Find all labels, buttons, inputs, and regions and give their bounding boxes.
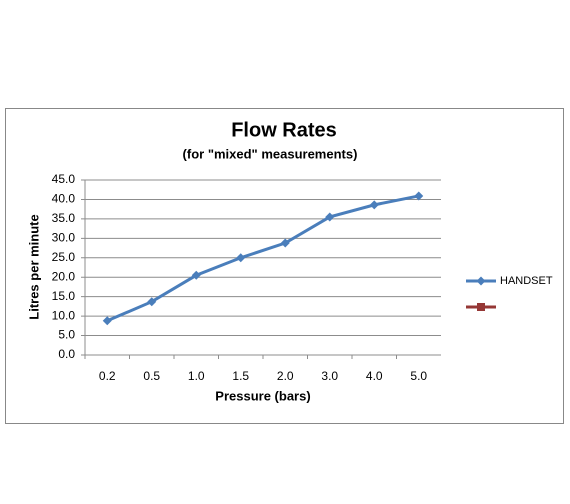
y-tick-label: 30.0 — [52, 231, 76, 245]
data-point — [325, 212, 335, 222]
legend-marker — [477, 303, 485, 311]
y-tick-label: 25.0 — [52, 250, 76, 264]
x-tick-label: 1.5 — [232, 369, 249, 383]
y-tick-label: 0.0 — [58, 347, 75, 361]
chart-frame — [5, 108, 564, 424]
chart-title: Flow Rates — [231, 119, 337, 141]
x-tick-label: 0.2 — [99, 369, 116, 383]
y-tick-label: 40.0 — [52, 192, 76, 206]
y-tick-label: 20.0 — [52, 269, 76, 283]
data-point — [102, 316, 112, 326]
x-tick-label: 3.0 — [321, 369, 338, 383]
y-tick-label: 10.0 — [52, 308, 76, 322]
legend-label: HANDSET — [500, 275, 553, 287]
data-point — [236, 253, 246, 263]
y-tick-label: 15.0 — [52, 289, 76, 303]
x-tick-label: 1.0 — [188, 369, 205, 383]
y-tick-label: 35.0 — [52, 211, 76, 225]
x-tick-label: 2.0 — [277, 369, 294, 383]
data-point — [369, 200, 379, 210]
y-tick-label: 45.0 — [52, 172, 76, 186]
x-tick-label: 4.0 — [366, 369, 383, 383]
chart-subtitle: (for "mixed" measurements) — [183, 146, 358, 161]
x-tick-label: 5.0 — [410, 369, 427, 383]
data-point — [280, 238, 290, 248]
y-axis-label: Litres per minute — [26, 214, 41, 319]
data-point — [191, 270, 201, 280]
x-axis-label: Pressure (bars) — [215, 388, 310, 403]
series-line — [106, 194, 420, 323]
x-tick-label: 0.5 — [143, 369, 160, 383]
y-tick-label: 5.0 — [58, 328, 75, 342]
data-point — [414, 191, 424, 201]
data-point — [147, 297, 157, 307]
legend-marker — [476, 276, 486, 286]
